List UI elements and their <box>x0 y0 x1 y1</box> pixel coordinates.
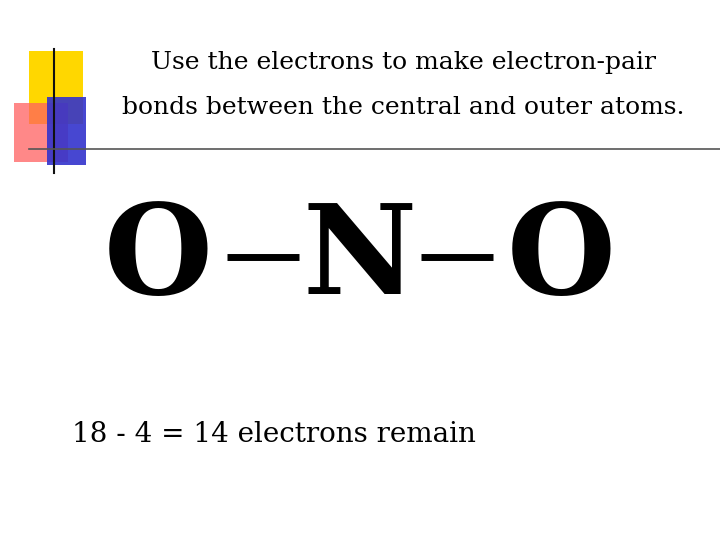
Bar <box>29 51 83 124</box>
Bar <box>14 103 68 162</box>
Text: N: N <box>303 199 417 320</box>
Text: bonds between the central and outer atoms.: bonds between the central and outer atom… <box>122 97 685 119</box>
Text: O: O <box>104 199 213 320</box>
Text: 18 - 4 = 14 electrons remain: 18 - 4 = 14 electrons remain <box>72 421 475 448</box>
Bar <box>47 97 86 165</box>
Text: Use the electrons to make electron-pair: Use the electrons to make electron-pair <box>150 51 656 73</box>
Text: O: O <box>507 199 616 320</box>
